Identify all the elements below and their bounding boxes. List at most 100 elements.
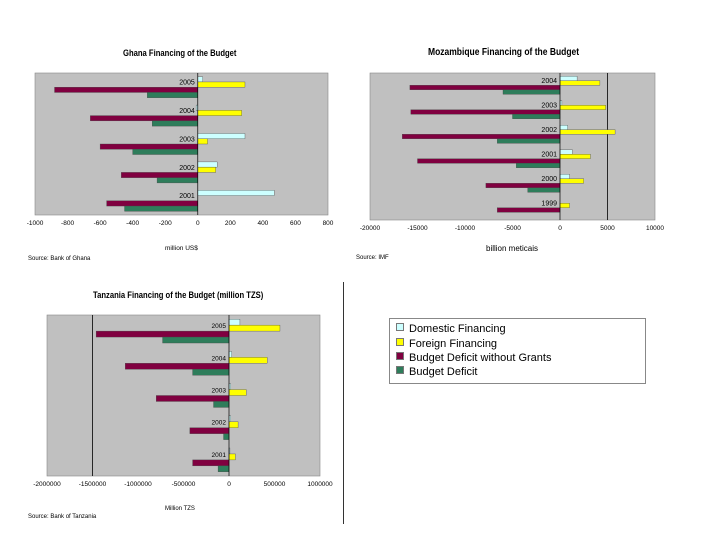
tanzania-bar-domestic-2005 [228, 319, 241, 326]
tanzania-bar-deficit-2004 [192, 369, 230, 376]
ghana-category-label-2002: 2002 [179, 165, 195, 172]
mozambique-bar-foreign-2000 [559, 178, 584, 184]
ghana-category-label-2001: 2001 [179, 193, 195, 200]
legend-swatch-domestic [396, 323, 404, 331]
mozambique-bar-deficit-no-grants-2002 [402, 134, 561, 139]
mozambique-plot: 2004 2003 2002 2001 2000 1999 -20000 -15000 -100… [360, 72, 664, 232]
tanzania-bar-deficit-no-grants-2002 [189, 427, 230, 434]
tanzania-bar-deficit-2003 [213, 401, 230, 408]
tanzania-x-tick-label: -500000 [172, 481, 196, 488]
mozambique-x-tick-label: 10000 [646, 225, 664, 232]
legend-item-domestic: Domestic Financing [396, 323, 506, 335]
mozambique-x-tick-label: -10000 [455, 225, 476, 232]
ghana-source-note: Source: Bank of Ghana [28, 256, 91, 262]
legend-label-domestic: Domestic Financing [409, 323, 506, 335]
legend-item-deficit-without-grants: Budget Deficit without Grants [396, 352, 551, 364]
tanzania-x-tick-label: -2000000 [33, 481, 61, 488]
tanzania-bar-deficit-no-grants-2005 [95, 330, 230, 338]
ghana-x-tick-label: 0 [196, 220, 200, 227]
mozambique-chart: 2004 2003 2002 2001 2000 1999 -20000 -15000 -100… [356, 47, 664, 261]
tanzania-bar-deficit-2002 [223, 433, 230, 440]
mozambique-x-tick-label: -5000 [504, 225, 521, 232]
legend-label-deficit: Budget Deficit [409, 366, 478, 378]
legend-label-deficit-without-grants: Budget Deficit without Grants [409, 352, 552, 364]
mozambique-bar-deficit-2001 [516, 163, 561, 168]
ghana-chart-title: Ghana Financing of the Budget [123, 48, 237, 58]
mozambique-category-label-2004: 2004 [541, 78, 557, 85]
tanzania-x-tick-label: 500000 [264, 481, 286, 488]
tanzania-bar-deficit-2005 [162, 336, 230, 344]
ghana-x-tick-label: -800 [61, 220, 74, 227]
tanzania-bar-deficit-no-grants-2004 [125, 363, 230, 370]
mozambique-bar-deficit-2004 [502, 89, 561, 95]
legend-item-deficit: Budget Deficit [396, 366, 477, 378]
tanzania-x-tick-label: -1500000 [79, 481, 107, 488]
ghana-x-tick-label: 200 [225, 220, 236, 227]
mozambique-bar-deficit-no-grants-2001 [417, 158, 561, 164]
mozambique-bar-domestic-2002 [559, 125, 568, 130]
tanzania-bar-foreign-2003 [228, 389, 247, 396]
ghana-x-tick-label: -600 [94, 220, 107, 227]
tanzania-x-tick-label: -1000000 [124, 481, 152, 488]
tanzania-chart: 2005 2004 2003 2002 2001 -2000000 -1500000 -100… [28, 290, 333, 520]
mozambique-x-axis-label: billion meticais [486, 244, 539, 253]
mozambique-category-label-2000: 2000 [541, 176, 557, 183]
tanzania-category-label-2003: 2003 [212, 388, 227, 395]
ghana-x-tick-label: 400 [257, 220, 268, 227]
ghana-category-label-2004: 2004 [179, 108, 195, 115]
mozambique-bar-deficit-no-grants-2004 [409, 85, 561, 90]
tanzania-x-tick-label: 0 [227, 481, 231, 488]
ghana-x-tick-label: -400 [126, 220, 139, 227]
mozambique-chart-title: Mozambique Financing of the Budget [428, 47, 580, 58]
ghana-x-tick-label: -200 [159, 220, 172, 227]
mozambique-x-tick-label: 5000 [600, 225, 615, 232]
ghana-chart: 2005 2004 2003 2002 2001 -1000 -800 -600 -400 -20… [0, 0, 360, 270]
ghana-x-axis-label: million US$ [165, 245, 198, 252]
tanzania-x-tick-label: 1000000 [307, 481, 333, 488]
mozambique-bar-deficit-2000 [527, 187, 561, 193]
mozambique-bar-deficit-no-grants-1999 [497, 207, 561, 213]
tanzania-bar-foreign-2005 [228, 324, 281, 332]
mozambique-x-tick-label: -15000 [407, 225, 428, 232]
mozambique-category-label-2001: 2001 [541, 151, 557, 158]
legend-swatch-deficit [396, 366, 404, 374]
mozambique-bar-foreign-1999 [559, 203, 570, 208]
mozambique-bar-domestic-2001 [559, 149, 573, 155]
mozambique-plot-area [369, 72, 656, 221]
mozambique-bar-deficit-2002 [497, 138, 561, 144]
ghana-x-tick-label: 800 [323, 220, 334, 227]
mozambique-bar-foreign-2001 [559, 154, 591, 159]
mozambique-bar-deficit-2003 [512, 114, 561, 119]
legend-swatch-foreign [396, 338, 404, 346]
mozambique-bar-domestic-2004 [559, 76, 578, 81]
tanzania-category-label-2004: 2004 [212, 355, 227, 362]
mozambique-category-label-2003: 2003 [541, 102, 557, 109]
tanzania-bar-deficit-no-grants-2003 [156, 395, 230, 402]
legend-item-foreign: Foreign Financing [396, 338, 497, 350]
mozambique-source-note: Source: IMF [356, 255, 389, 261]
mozambique-category-label-1999: 1999 [541, 200, 557, 207]
tanzania-bar-foreign-2002 [228, 421, 239, 428]
tanzania-category-label-2001: 2001 [212, 452, 227, 459]
mozambique-x-tick-label: 0 [558, 225, 562, 232]
ghana-x-tick-label: -1000 [27, 220, 44, 227]
tanzania-bar-deficit-no-grants-2001 [192, 459, 230, 467]
tanzania-source-note: Source: Bank of Tanzania [28, 514, 97, 520]
tanzania-category-label-2002: 2002 [212, 420, 227, 427]
tanzania-bar-foreign-2001 [228, 453, 236, 461]
mozambique-bar-foreign-2002 [559, 129, 616, 135]
tanzania-category-label-2005: 2005 [212, 323, 227, 330]
tanzania-bar-domestic-2004 [228, 351, 232, 358]
mozambique-category-label-2002: 2002 [541, 127, 557, 134]
mozambique-bar-deficit-no-grants-2000 [485, 183, 561, 188]
mozambique-bar-domestic-2000 [559, 174, 570, 179]
tanzania-chart-title: Tanzania Financing of the Budget (millio… [93, 290, 264, 300]
mozambique-bar-foreign-2004 [559, 80, 601, 86]
tanzania-bar-deficit-2001 [217, 465, 230, 472]
mozambique-bar-foreign-2003 [559, 105, 606, 110]
chart-legend: Domestic Financing Foreign Financing Bud… [389, 318, 646, 384]
separator-line [343, 282, 344, 524]
tanzania-plot: 2005 2004 2003 2002 2001 -2000000 -1500000 -100… [33, 314, 333, 488]
mozambique-bar-deficit-no-grants-2003 [410, 109, 561, 115]
ghana-plot: 2005 2004 2003 2002 2001 -1000 -800 -600 -400 -20… [27, 72, 334, 227]
